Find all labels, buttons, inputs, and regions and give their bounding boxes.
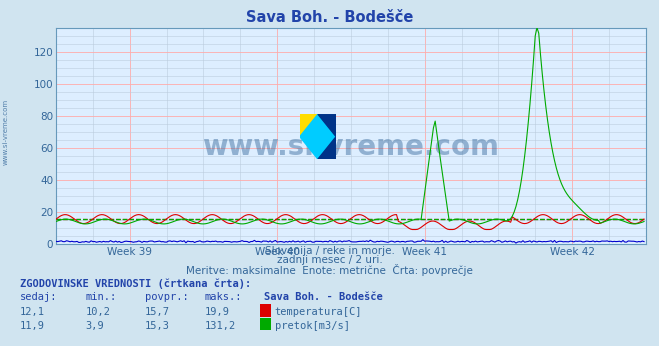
Text: 15,7: 15,7 [145,307,170,317]
Polygon shape [318,137,336,159]
Text: temperatura[C]: temperatura[C] [275,307,362,317]
Text: pretok[m3/s]: pretok[m3/s] [275,321,350,331]
Text: www.si-vreme.com: www.si-vreme.com [202,133,500,161]
Text: povpr.:: povpr.: [145,292,188,302]
Polygon shape [318,114,336,137]
Text: 11,9: 11,9 [20,321,45,331]
Text: www.si-vreme.com: www.si-vreme.com [2,98,9,165]
Text: Sava Boh. - Bodešče: Sava Boh. - Bodešče [246,10,413,25]
Text: 10,2: 10,2 [86,307,111,317]
Text: min.:: min.: [86,292,117,302]
Text: Slovenija / reke in morje.: Slovenija / reke in morje. [264,246,395,256]
Text: maks.:: maks.: [204,292,242,302]
Text: 12,1: 12,1 [20,307,45,317]
Text: 19,9: 19,9 [204,307,229,317]
Text: 131,2: 131,2 [204,321,235,331]
Text: Sava Boh. - Bodešče: Sava Boh. - Bodešče [264,292,382,302]
Text: sedaj:: sedaj: [20,292,57,302]
Polygon shape [300,114,318,137]
Text: zadnji mesec / 2 uri.: zadnji mesec / 2 uri. [277,255,382,265]
Text: 3,9: 3,9 [86,321,104,331]
Text: Meritve: maksimalne  Enote: metrične  Črta: povprečje: Meritve: maksimalne Enote: metrične Črta… [186,264,473,276]
Text: ZGODOVINSKE VREDNOSTI (črtkana črta):: ZGODOVINSKE VREDNOSTI (črtkana črta): [20,279,251,289]
Polygon shape [300,114,336,159]
Text: 15,3: 15,3 [145,321,170,331]
